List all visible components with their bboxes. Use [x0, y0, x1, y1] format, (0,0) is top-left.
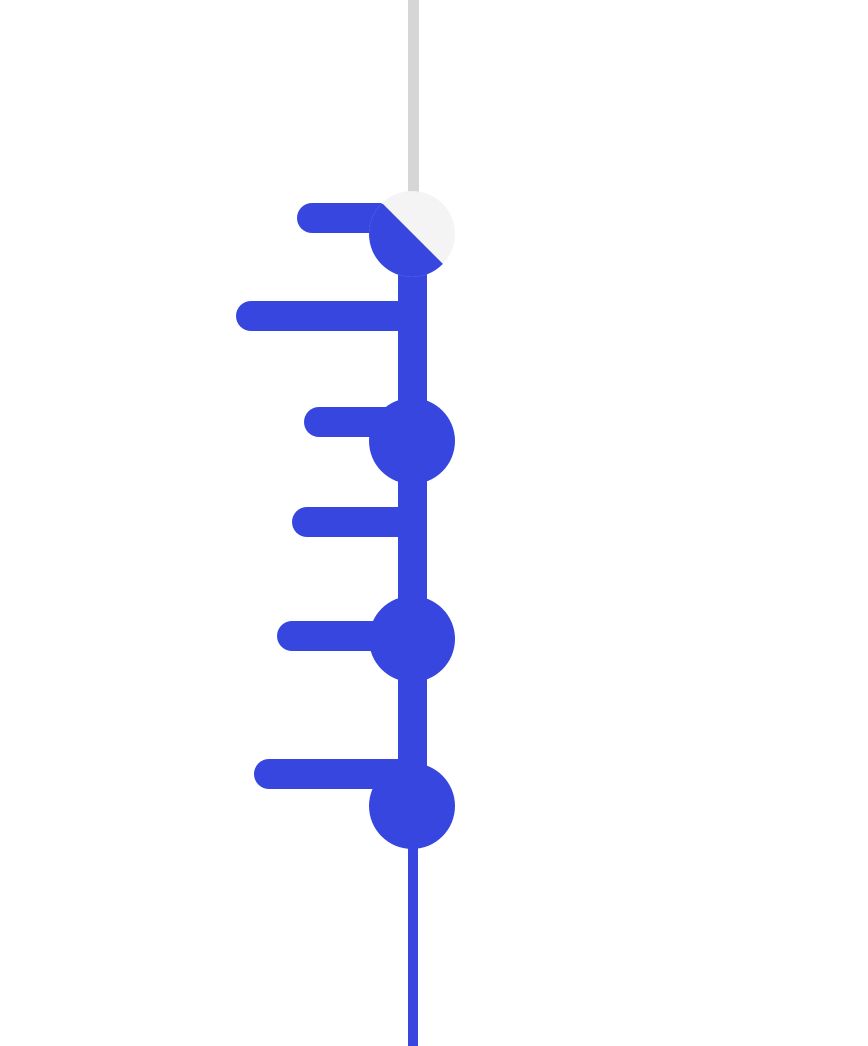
filled-circle-icon[interactable] — [369, 398, 455, 484]
filled-circle-icon[interactable] — [369, 596, 455, 682]
slider-track-inactive[interactable] — [408, 0, 419, 200]
slider-track-tail — [408, 846, 418, 1046]
filled-circle-icon[interactable] — [369, 763, 455, 849]
